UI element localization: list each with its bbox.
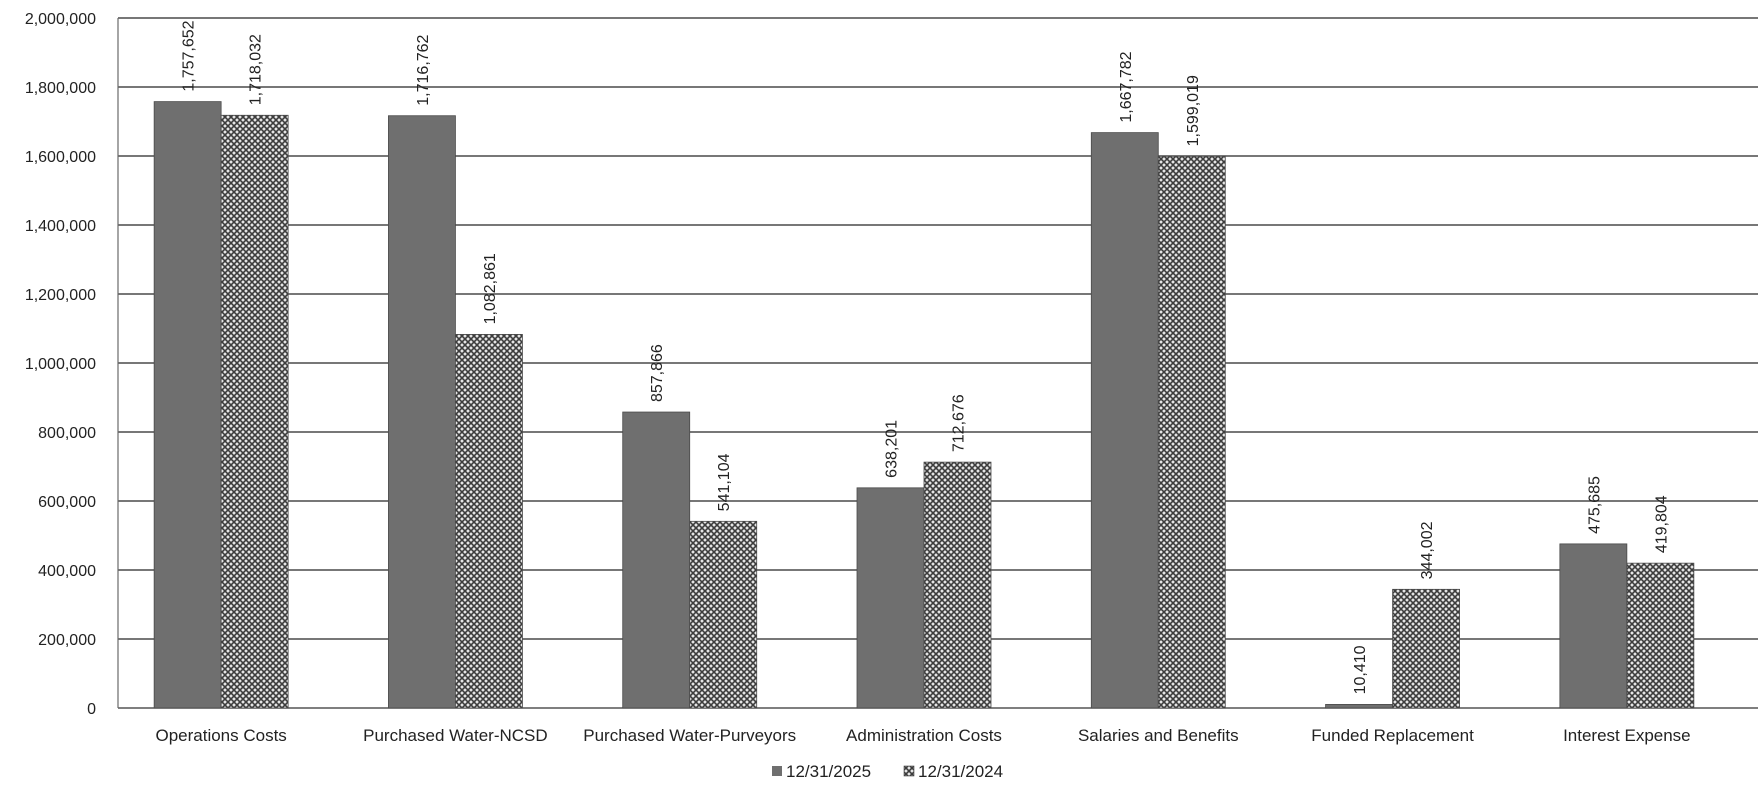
bar-2024 [1392,588,1460,709]
x-tick-label: Funded Replacement [1311,726,1474,745]
y-tick-label: 0 [87,701,96,718]
data-label-2025: 857,866 [649,344,666,402]
bar-2025 [153,101,222,709]
legend-swatch-2024 [903,765,915,777]
bars [153,101,1695,709]
y-tick-label: 1,800,000 [25,80,96,97]
data-label-2024: 1,599,019 [1185,75,1202,146]
bar-2024 [1157,155,1226,709]
data-label-2024: 1,082,861 [482,253,499,324]
axes: 0 200,000 400,000 600,000 800,000 1,000,000 1,… [25,11,1691,745]
data-label-2025: 1,757,652 [181,20,198,91]
bar-2024 [220,114,289,709]
legend-swatch-2025 [772,766,782,776]
y-tick-label: 600,000 [38,494,96,511]
x-tick-label: Interest Expense [1563,726,1691,745]
x-tick-label: Operations Costs [155,726,286,745]
bar-2024 [1626,562,1695,709]
bar-2025 [856,487,925,709]
y-tick-label: 2,000,000 [25,11,96,28]
y-tick-label: 800,000 [38,425,96,442]
bar-2025 [1325,704,1393,709]
legend-label-2024: 12/31/2024 [918,762,1003,781]
data-label-2024: 712,676 [951,394,968,452]
legend-label-2025: 12/31/2025 [786,762,871,781]
y-tick-label: 1,000,000 [25,356,96,373]
bar-2025 [622,411,691,709]
y-tick-label: 1,400,000 [25,218,96,235]
y-tick-label: 200,000 [38,632,96,649]
data-label-2025: 1,716,762 [415,34,432,105]
x-tick-label: Purchased Water-Purveyors [583,726,796,745]
bar-2025 [1090,132,1159,709]
bar-2025 [388,115,456,709]
data-label-2025: 475,685 [1586,476,1603,534]
bar-2024 [923,461,992,709]
data-label-2025: 638,201 [884,420,901,478]
bar-2024 [689,520,758,709]
y-tick-label: 1,200,000 [25,287,96,304]
x-tick-label: Purchased Water-NCSD [363,726,548,745]
data-labels: 1,757,652 1,718,032 1,716,762 1,082,861 857,… [181,20,1671,694]
x-tick-label: Administration Costs [846,726,1002,745]
y-tick-label: 1,600,000 [25,149,96,166]
x-tick-label: Salaries and Benefits [1078,726,1239,745]
bar-2025 [1559,543,1628,709]
data-label-2024: 1,718,032 [248,34,265,105]
legend: 12/31/2025 12/31/2024 [772,762,1003,781]
data-label-2025: 1,667,782 [1118,51,1135,122]
data-label-2024: 541,104 [716,453,733,511]
bar-2024 [455,334,523,709]
y-tick-label: 400,000 [38,563,96,580]
data-label-2024: 344,002 [1419,521,1436,579]
data-label-2025: 10,410 [1352,645,1369,694]
data-label-2024: 419,804 [1653,495,1670,553]
